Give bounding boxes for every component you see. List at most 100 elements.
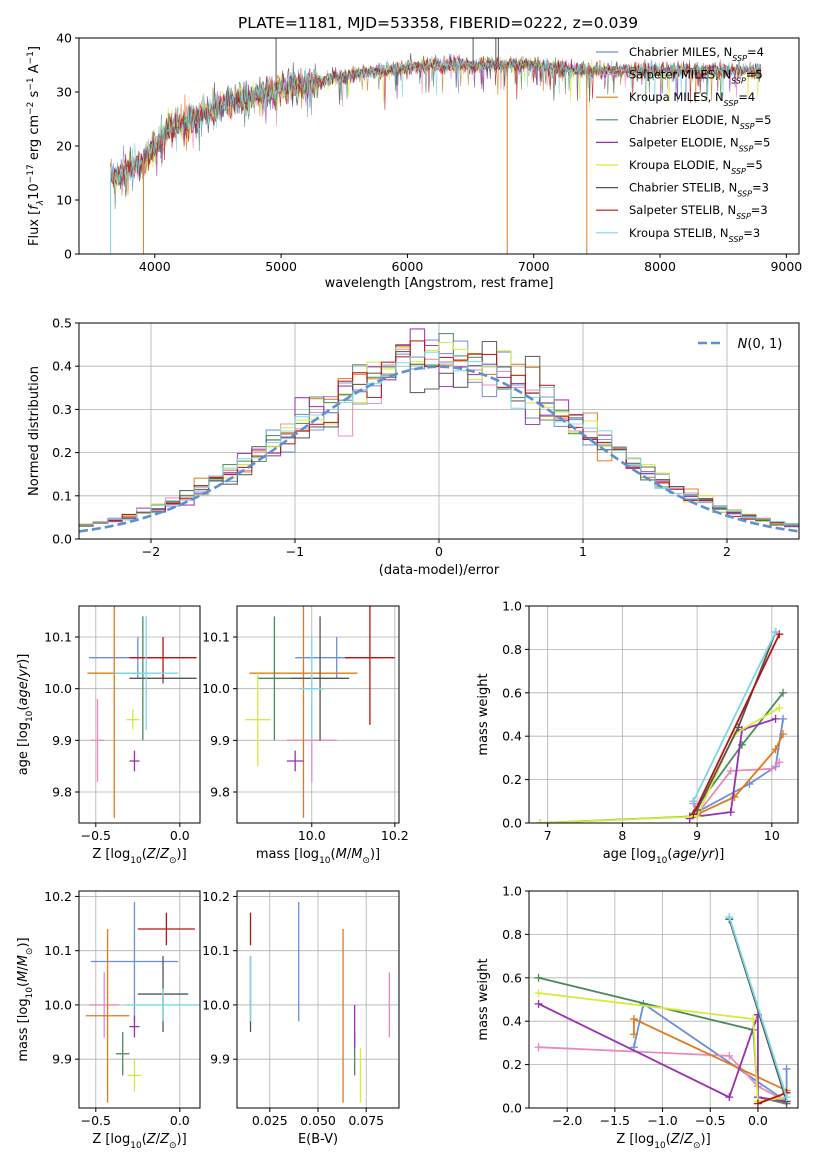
y-tick-label: 10.2 (202, 889, 230, 904)
weight-line (692, 631, 777, 802)
weight-marker (726, 766, 735, 775)
legend-entry: Chabrier STELIB, NSSP=3 (629, 181, 769, 199)
y-tick-label: 10.1 (202, 630, 230, 645)
normal-curve (79, 365, 799, 533)
legend-entry: Kroupa ELODIE, NSSP=5 (629, 158, 763, 176)
y-tick-label: 0.2 (502, 772, 522, 787)
x-tick-label: 8000 (644, 259, 676, 274)
weight-marker (782, 1093, 791, 1102)
y-tick-label: 0.4 (52, 359, 72, 374)
x-tick-label: 0.0 (748, 1113, 768, 1128)
weight-marker (749, 1015, 758, 1024)
legend-entry: Kroupa STELIB, NSSP=3 (629, 226, 760, 244)
plot-area (245, 606, 395, 818)
x-tick-label: 0.050 (300, 1113, 336, 1128)
y-tick-label: 0.5 (52, 316, 72, 331)
weight-marker (775, 758, 784, 767)
x-tick-label: −1.5 (600, 1113, 630, 1128)
weight-marker (629, 1030, 638, 1039)
histogram-step (79, 351, 799, 527)
y-tick-label: 9.9 (210, 733, 230, 748)
x-tick-label: 9 (693, 828, 701, 843)
y-axis-label: mass [log10(M/M⊙)] (16, 937, 35, 1061)
x-axis-label: E(B-V) (298, 1132, 338, 1147)
weight-marker (782, 1064, 791, 1073)
plot-area (534, 913, 791, 1108)
weight-marker (779, 714, 788, 723)
y-tick-label: 20 (56, 139, 72, 154)
y-tick-label: 1.0 (502, 599, 522, 614)
axes-frame (528, 605, 799, 824)
y-axis-label: mass weight (476, 958, 491, 1040)
weight-marker (534, 988, 543, 997)
x-axis-label: (data-model)/error (379, 563, 500, 578)
legend-entry: Kroupa MILES, NSSP=4 (629, 90, 755, 108)
plot-area (87, 606, 197, 818)
y-tick-label: 0.8 (502, 927, 522, 942)
weight-marker (534, 999, 543, 1008)
y-tick-label: 10.2 (44, 889, 72, 904)
chart-spectrum: 4000 5000 6000 7000 8000 9000 0 10 20 30 40 wavelen… (26, 31, 802, 292)
x-axis-label: Z [log10(Z/Z⊙)] (92, 1132, 186, 1151)
legend-entry: Salpeter STELIB, NSSP=3 (629, 203, 768, 221)
weight-marker (725, 1051, 734, 1060)
x-tick-label: 0.0 (170, 1113, 190, 1128)
weight-marker (771, 745, 780, 754)
plot-area (110, 38, 762, 254)
axes-frame (78, 890, 201, 1109)
weight-line (540, 692, 784, 823)
x-tick-label: 10 (764, 828, 780, 843)
y-tick-label: 10 (56, 193, 72, 208)
chart-massweight_vs_age: 7 8 9 10 0.0 0.2 0.4 0.6 0.8 1.0 age [log10(age/yr… (476, 599, 799, 866)
y-axis-label: age [log10(age/yr)] (16, 654, 35, 776)
y-tick-label: 10.0 (44, 997, 72, 1012)
x-tick-label: 0 (435, 544, 443, 559)
x-tick-label: 10.2 (381, 828, 409, 843)
y-tick-label: 10.1 (44, 630, 72, 645)
y-tick-label: 0.3 (52, 402, 72, 417)
weight-marker (725, 1093, 734, 1102)
x-tick-label: −0.5 (695, 1113, 725, 1128)
y-tick-label: 0 (64, 247, 72, 262)
x-tick-label: 4000 (139, 259, 171, 274)
y-tick-label: 40 (56, 31, 72, 46)
weight-line (728, 916, 788, 1098)
x-tick-label: 7000 (518, 259, 550, 274)
legend-entry: Salpeter ELODIE, NSSP=5 (629, 135, 770, 153)
y-tick-label: 0.4 (502, 1014, 522, 1029)
weight-line (692, 633, 781, 815)
plot-area (85, 901, 200, 1103)
weight-marker (534, 973, 543, 982)
x-axis-label: wavelength [Angstrom, rest frame] (325, 276, 554, 291)
x-axis-label: Z [log10(Z/Z⊙)] (616, 1132, 710, 1151)
y-axis-label: Flux [fλ10−17 erg cm−2 s−1 A−1] (26, 46, 46, 246)
x-tick-label: 8 (618, 828, 626, 843)
y-tick-label: 0.0 (502, 1101, 522, 1116)
histogram-step (79, 340, 799, 526)
chart-mass_vs_ebv: 0.025 0.050 0.075 9.9 10.0 10.1 10.2 E(B-V) (202, 889, 400, 1147)
weight-marker (771, 714, 780, 723)
y-tick-label: 9.9 (52, 733, 72, 748)
axes-frame (78, 605, 201, 824)
figure-title: PLATE=1181, MJD=53358, FIBERID=0222, z=0… (238, 14, 638, 32)
axes-frame (528, 890, 799, 1109)
weight-marker (629, 1015, 638, 1024)
axes-frame (236, 605, 400, 824)
weight-marker (779, 688, 788, 697)
chart-residuals: −2 −1 0 1 2 0.0 0.1 0.2 0.3 0.4 0.5 (data-model)/er… (27, 316, 800, 578)
weight-marker (767, 764, 776, 773)
plot-area (249, 901, 391, 1103)
y-tick-label: 0.1 (52, 488, 72, 503)
weight-marker (775, 703, 784, 712)
weight-marker (779, 730, 788, 739)
x-tick-label: 10.0 (298, 828, 326, 843)
weight-line (633, 1002, 788, 1104)
x-axis-label: age [log10(age/yr)] (603, 847, 725, 866)
y-tick-label: 0.0 (502, 816, 522, 831)
x-tick-label: 5000 (265, 259, 297, 274)
x-tick-label: 0.025 (252, 1113, 288, 1128)
y-tick-label: 9.9 (52, 1052, 72, 1067)
y-tick-label: 0.2 (52, 445, 72, 460)
y-tick-label: 9.8 (210, 785, 230, 800)
